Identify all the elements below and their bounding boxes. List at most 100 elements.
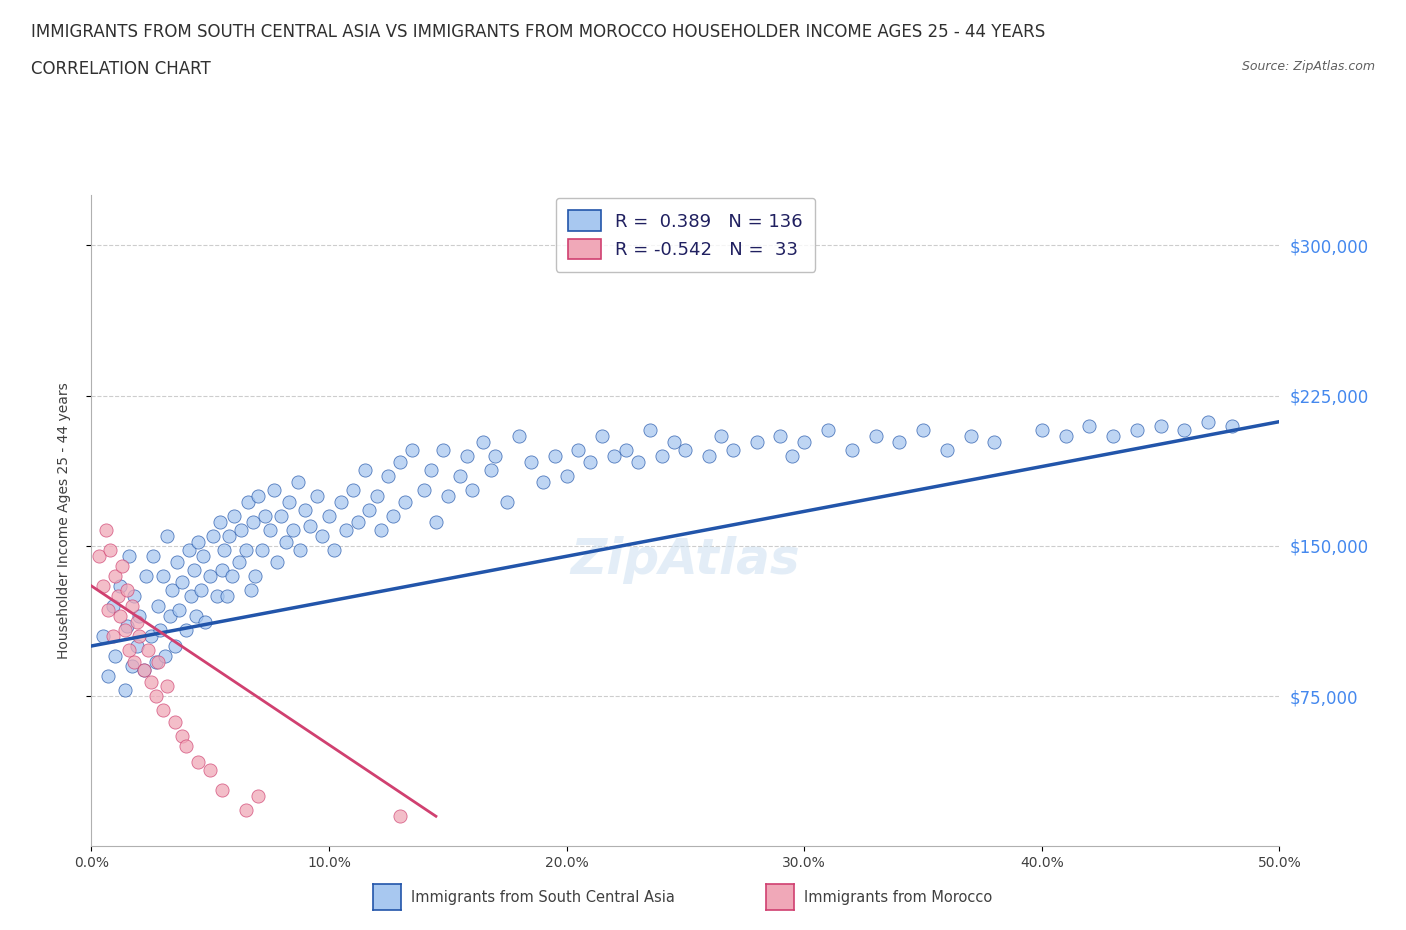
Point [228,554,250,569]
Point [87,549,110,564]
Point [159,608,181,623]
Point [91,629,114,644]
Point [479,462,502,477]
Point [425,514,447,529]
Point [389,454,412,469]
Point [290,542,312,557]
Point [1031,422,1053,437]
Point [201,528,224,543]
Point [156,679,179,694]
Point [191,549,214,564]
Point [187,535,209,550]
Point [935,443,957,458]
Point [108,578,131,593]
Point [208,514,231,529]
Point [627,454,650,469]
Point [259,523,281,538]
Point [183,563,205,578]
Point [841,443,863,458]
Point [287,474,309,489]
Point [555,469,578,484]
Point [163,639,186,654]
Point [614,443,637,458]
Point [983,434,1005,449]
Point [318,509,340,524]
Point [132,662,155,677]
Point [128,608,150,623]
Point [329,495,352,510]
Point [108,608,131,623]
Point [239,582,262,597]
Point [132,662,155,677]
Point [146,599,169,614]
Point [662,434,685,449]
Point [121,599,143,614]
Point [160,582,183,597]
Point [283,523,305,538]
Point [432,443,454,458]
Point [221,568,243,583]
Point [603,448,626,463]
Point [101,599,124,614]
Point [115,618,138,633]
Text: Immigrants from Morocco: Immigrants from Morocco [804,890,993,905]
Point [125,615,148,630]
Point [382,509,405,524]
Point [115,582,138,597]
Point [211,783,233,798]
Point [1149,418,1171,433]
Point [353,462,375,477]
Point [394,495,416,510]
Point [104,648,127,663]
Text: ZipAtlas: ZipAtlas [571,536,800,584]
Point [149,622,172,637]
Point [152,568,174,583]
Point [252,542,274,557]
Point [97,603,120,618]
Point [959,428,981,443]
Point [335,523,357,538]
Point [118,549,141,564]
Point [122,655,145,670]
Point [298,518,321,533]
Point [413,483,436,498]
Point [222,509,245,524]
Point [322,542,344,557]
Point [170,729,193,744]
Point [101,629,124,644]
Point [176,622,198,637]
Point [121,658,143,673]
Point [342,483,364,498]
Point [1078,418,1101,433]
Point [673,443,696,458]
Point [911,422,934,437]
Text: IMMIGRANTS FROM SOUTH CENTRAL ASIA VS IMMIGRANTS FROM MOROCCO HOUSEHOLDER INCOME: IMMIGRANTS FROM SOUTH CENTRAL ASIA VS IM… [31,23,1045,41]
Point [118,643,141,658]
Point [263,483,285,498]
Point [177,542,200,557]
Point [456,448,478,463]
Legend: R =  0.389   N = 136, R = -0.542   N =  33: R = 0.389 N = 136, R = -0.542 N = 33 [555,198,815,272]
Point [401,443,423,458]
Point [245,568,267,583]
Point [200,568,222,583]
Point [346,514,368,529]
Point [190,582,212,597]
Point [242,514,264,529]
Point [294,502,316,517]
Point [214,542,236,557]
Point [1197,414,1219,429]
Point [817,422,839,437]
Y-axis label: Householder Income Ages 25 - 44 years: Householder Income Ages 25 - 44 years [56,382,70,659]
Point [710,428,733,443]
Point [1220,418,1243,433]
Point [311,528,333,543]
Point [135,568,157,583]
Point [544,448,567,463]
Point [745,434,768,449]
Point [139,629,162,644]
Point [142,549,165,564]
Point [531,474,554,489]
Point [235,542,257,557]
Point [366,488,388,503]
